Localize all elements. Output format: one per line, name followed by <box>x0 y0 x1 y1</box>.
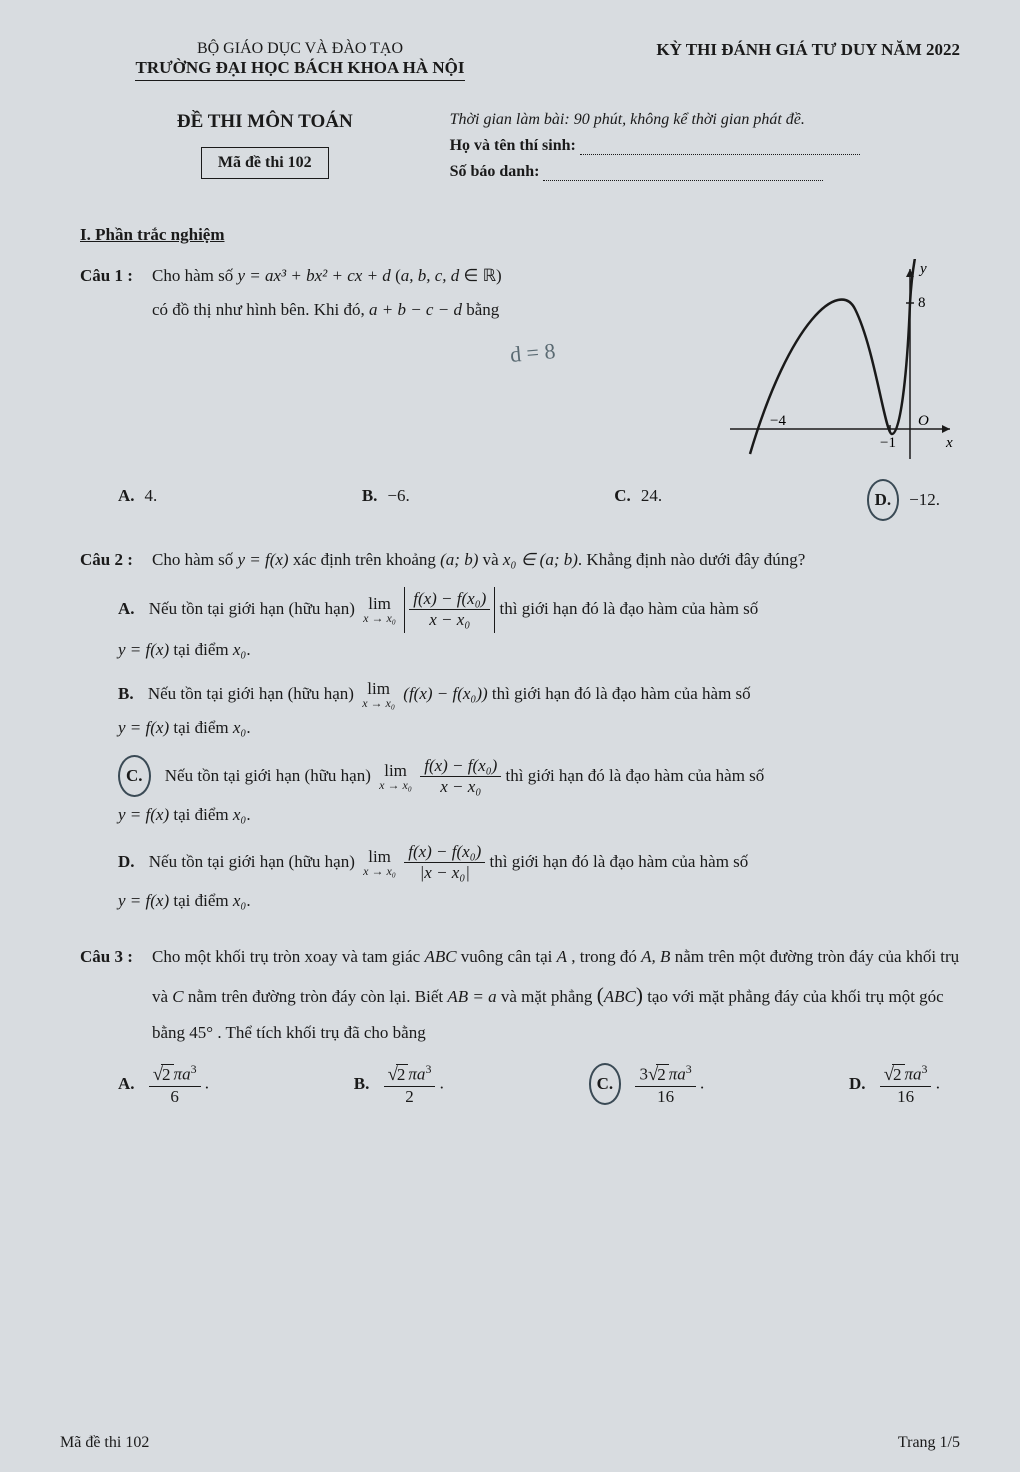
question-2: Câu 2 : Cho hàm số y = f(x) xác định trê… <box>80 543 960 918</box>
q3-opt-a: A. 2πa36 . <box>118 1062 209 1107</box>
subject-title: ĐỀ THI MÔN TOÁN <box>80 111 450 133</box>
id-label: Số báo danh: <box>450 163 540 180</box>
q1-close: ∈ ℝ) <box>459 266 501 285</box>
q1-params: a, b, c, d <box>401 266 460 285</box>
q1-graph: x y O 8 −4 −1 <box>710 259 960 479</box>
q1-t2: có đồ thị như hình bên. Khi đó, <box>152 300 369 319</box>
q1-eq: = <box>245 266 265 285</box>
subject-row: ĐỀ THI MÔN TOÁN Mã đề thi 102 Thời gian … <box>80 111 960 189</box>
handwritten-note: d = 8 <box>508 329 557 377</box>
svg-text:O: O <box>918 413 929 429</box>
header: BỘ GIÁO DỤC VÀ ĐÀO TẠO TRƯỜNG ĐẠI HỌC BÁ… <box>80 40 960 81</box>
q1-opt-a: A.4. <box>118 479 157 521</box>
subject-box: ĐỀ THI MÔN TOÁN Mã đề thi 102 <box>80 111 450 179</box>
exam-code-box: Mã đề thi 102 <box>201 147 329 179</box>
svg-text:x: x <box>945 435 953 451</box>
footer-code: Mã đề thi 102 <box>60 1434 149 1452</box>
name-field[interactable] <box>580 139 860 155</box>
ministry-text: BỘ GIÁO DỤC VÀ ĐÀO TẠO <box>80 40 520 58</box>
section-1-title: I. Phần trắc nghiệm <box>80 225 960 245</box>
q1-label: Câu 1 : <box>80 259 152 293</box>
q1-y: y <box>237 266 245 285</box>
question-1: x y O 8 −4 −1 Câu 1 : Cho hàm số y = ax³… <box>80 259 960 521</box>
q1-opt-c: C.24. <box>614 479 662 521</box>
svg-text:8: 8 <box>918 295 926 311</box>
question-3: Câu 3 : Cho một khối trụ tròn xoay và ta… <box>80 940 960 1108</box>
q3-body: Cho một khối trụ tròn xoay và tam giác A… <box>152 940 960 1051</box>
svg-text:y: y <box>918 261 927 277</box>
svg-text:−4: −4 <box>770 413 786 429</box>
candidate-info: Thời gian làm bài: 90 phút, không kể thờ… <box>450 111 960 189</box>
q2-opt-a: A. Nếu tồn tại giới hạn (hữu hạn) limx →… <box>80 587 960 667</box>
q2-label: Câu 2 : <box>80 543 152 577</box>
name-line: Họ và tên thí sinh: <box>450 137 960 155</box>
q1-body: Cho hàm số y = ax³ + bx² + cx + d (a, b,… <box>152 259 700 327</box>
footer: Mã đề thi 102 Trang 1/5 <box>60 1434 960 1452</box>
name-label: Họ và tên thí sinh: <box>450 137 576 154</box>
q1-opt-d: D.−12. <box>867 479 940 521</box>
university-text: TRƯỜNG ĐẠI HỌC BÁCH KHOA HÀ NỘI <box>135 58 464 81</box>
q1-options: A.4. B.−6. C.24. D.−12. <box>80 479 960 521</box>
q2-body: Cho hàm số y = f(x) xác định trên khoảng… <box>152 543 960 577</box>
q3-label: Câu 3 : <box>80 940 152 974</box>
q3-opt-d: D. 2πa316 . <box>849 1062 940 1107</box>
q1-poly: ax³ + bx² + cx + d <box>265 266 391 285</box>
q3-opt-c: C. 32πa316 . <box>589 1062 705 1107</box>
id-line: Số báo danh: <box>450 163 960 181</box>
q2-opt-b: B. Nếu tồn tại giới hạn (hữu hạn) limx →… <box>80 677 960 745</box>
q2-opt-d: D. Nếu tồn tại giới hạn (hữu hạn) limx →… <box>80 842 960 918</box>
ministry-block: BỘ GIÁO DỤC VÀ ĐÀO TẠO TRƯỜNG ĐẠI HỌC BÁ… <box>80 40 520 81</box>
time-note: Thời gian làm bài: 90 phút, không kể thờ… <box>450 111 960 129</box>
svg-text:−1: −1 <box>880 435 896 451</box>
q1-t1: Cho hàm số <box>152 266 237 285</box>
id-field[interactable] <box>543 165 823 181</box>
page-number: Trang 1/5 <box>898 1434 960 1452</box>
q3-opt-b: B. 2πa32 . <box>354 1062 444 1107</box>
exam-title: KỲ THI ĐÁNH GIÁ TƯ DUY NĂM 2022 <box>520 40 960 81</box>
q1-expr: a + b − c − d <box>369 300 462 319</box>
q1-t3: bằng <box>466 300 499 319</box>
q3-options: A. 2πa36 . B. 2πa32 . C. 32πa316 . D. 2π… <box>80 1062 960 1107</box>
q1-opt-b: B.−6. <box>362 479 410 521</box>
q2-opt-c: C. Nếu tồn tại giới hạn (hữu hạn) limx →… <box>80 755 960 832</box>
